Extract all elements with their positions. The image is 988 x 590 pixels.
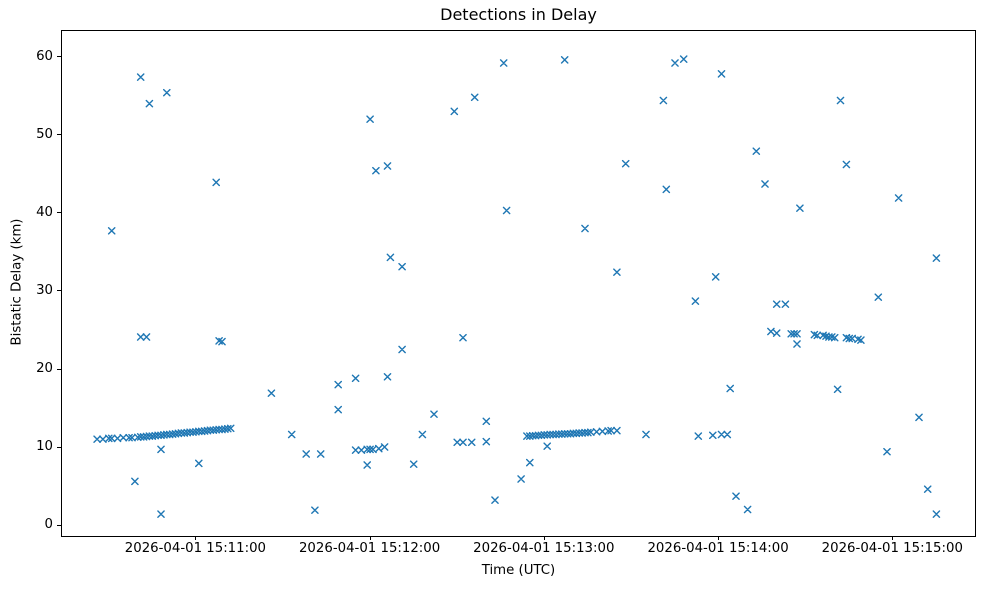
y-tick-label: 10 (36, 439, 53, 454)
x-tick-label: 2026-04-01 15:12:00 (298, 541, 441, 556)
x-tick-mark (369, 536, 371, 540)
y-tick-label: 0 (44, 517, 53, 533)
x-axis-label: Time (UTC) (481, 563, 556, 578)
y-tick-mark (57, 446, 61, 448)
x-tick-mark (195, 536, 197, 540)
y-tick-mark (57, 524, 61, 526)
y-axis-label: Bistatic Delay (km) (9, 218, 25, 346)
y-tick-label: 50 (36, 126, 53, 142)
x-tick-mark (543, 536, 545, 540)
x-tick-mark (892, 536, 894, 540)
scatter-markers (93, 55, 941, 518)
y-tick-mark (57, 56, 61, 58)
x-tick-label: 2026-04-01 15:13:00 (473, 541, 615, 556)
y-tick-label: 60 (36, 48, 53, 64)
x-tick-label: 2026-04-01 15:14:00 (647, 541, 789, 556)
chart-title: Detections in Delay (440, 5, 597, 24)
y-tick-mark (57, 368, 61, 370)
y-tick-mark (57, 290, 61, 292)
y-tick-label: 20 (36, 361, 53, 376)
x-tick-label: 2026-04-01 15:11:00 (124, 541, 267, 556)
y-tick-mark (57, 134, 61, 136)
x-tick-mark (718, 536, 720, 540)
y-tick-label: 30 (36, 282, 53, 298)
y-tick-label: 40 (36, 204, 53, 220)
scatter-plot (93, 55, 941, 518)
y-tick-mark (57, 212, 61, 214)
x-tick-label: 2026-04-01 15:15:00 (821, 541, 963, 556)
plot-area (61, 30, 976, 537)
